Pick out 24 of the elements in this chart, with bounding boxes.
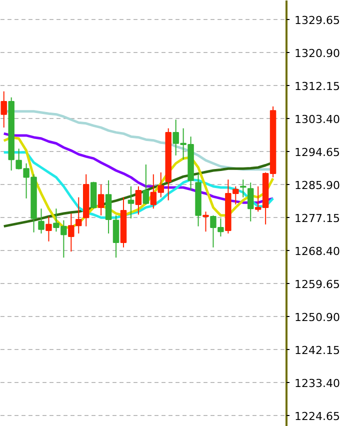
candlestick <box>135 186 142 216</box>
y-tick-label: 1312.15 <box>294 80 340 94</box>
y-tick-label: 1268.40 <box>294 244 340 258</box>
candlestick <box>112 214 120 258</box>
candlestick <box>128 186 134 219</box>
candlestick <box>38 208 44 234</box>
y-tick-label: 1329.65 <box>294 14 340 28</box>
y-tick-label: 1250.90 <box>294 310 340 324</box>
y-tick-label: 1233.40 <box>294 376 340 390</box>
y-tick-label: 1259.65 <box>294 278 340 291</box>
y-tick-label: 1242.15 <box>294 344 340 357</box>
candlestick <box>46 216 52 242</box>
y-tick-label: 1277.15 <box>294 212 340 225</box>
candlestick <box>142 164 150 205</box>
candlestick <box>202 211 209 232</box>
y-tick-label: 1303.40 <box>294 113 340 126</box>
candlestick <box>247 182 254 222</box>
y-tick-label: 1285.90 <box>294 178 340 192</box>
y-tick-label: 1224.65 <box>294 410 340 423</box>
candlestick <box>240 179 246 198</box>
candlestick <box>0 90 7 128</box>
candlestick <box>98 184 104 216</box>
y-tick-label: 1294.65 <box>294 146 340 159</box>
y-tick-label: 1320.90 <box>294 47 340 60</box>
